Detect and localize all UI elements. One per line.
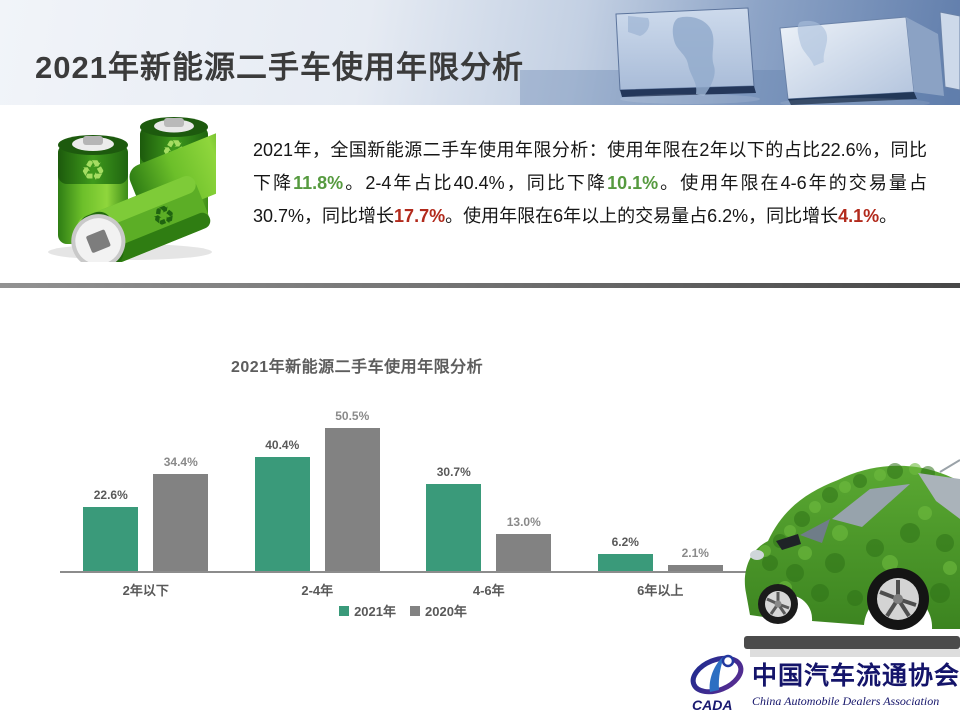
legend-swatch bbox=[410, 605, 420, 616]
cada-logo: CADA 中国汽车流通协会 China Automobile Dealers A… bbox=[688, 650, 959, 716]
intro-segment: 2021年，全国新能源二手车使用年限分析：使用年限在2年以下的占比22.6%，同… bbox=[253, 140, 927, 193]
header-cube-1 bbox=[615, 7, 756, 97]
chart-legend: 2021年 2020年 bbox=[60, 601, 746, 620]
bar-2020年: 2.1% bbox=[667, 546, 723, 571]
intro-paragraph: 2021年，全国新能源二手车使用年限分析：使用年限在2年以下的占比22.6%，同… bbox=[253, 134, 927, 233]
bar-2020年: 34.4% bbox=[153, 455, 209, 571]
legend-item: 2021年 bbox=[339, 601, 396, 620]
eco-car-image bbox=[744, 459, 960, 657]
car-rear-wheel bbox=[867, 568, 929, 630]
battery-lying: ♻ bbox=[71, 126, 216, 262]
car-headlight bbox=[750, 550, 764, 560]
cada-logo-en: China Automobile Dealers Association bbox=[752, 694, 940, 708]
intro-segment: 10.1% bbox=[607, 173, 659, 193]
header-cube-2 bbox=[779, 16, 944, 105]
bar-group: 22.6% 34.4% bbox=[60, 408, 232, 571]
car-roof-panel bbox=[918, 473, 960, 519]
car-antenna bbox=[939, 459, 960, 473]
bar-2021年: 30.7% bbox=[426, 465, 482, 571]
bar-value-label: 6.2% bbox=[611, 534, 639, 549]
legend-swatch bbox=[339, 605, 350, 616]
car-grass-texture bbox=[762, 463, 954, 606]
cada-logo-mark: CADA bbox=[690, 654, 744, 713]
bar-2020年: 13.0% bbox=[496, 515, 552, 571]
category-label: 6年以上 bbox=[637, 583, 684, 598]
bar-value-label: 30.7% bbox=[436, 465, 471, 480]
car-shadow bbox=[744, 636, 960, 649]
svg-text:♻: ♻ bbox=[80, 155, 105, 186]
intro-segment: 17.7% bbox=[394, 206, 446, 226]
bar-value-label: 22.6% bbox=[93, 488, 128, 502]
slide-header: 2021年新能源二手车使用年限分析 bbox=[0, 0, 960, 105]
car-front-wheel bbox=[758, 584, 798, 624]
category-label: 2-4年 bbox=[301, 583, 334, 598]
bar-2021年: 6.2% bbox=[597, 535, 653, 571]
intro-segment: 11.8% bbox=[293, 173, 344, 193]
bar-value-label: 50.5% bbox=[335, 409, 370, 424]
legend-label: 2021年 bbox=[354, 604, 396, 619]
section-divider bbox=[0, 283, 960, 288]
legend-item: 2020年 bbox=[410, 601, 467, 620]
bar-chart-plot: 22.6% 34.4% 40.4% 50.5% 30.7% 13.0% 6.2% 2.1% bbox=[60, 408, 746, 573]
chart-title: 2021年新能源二手车使用年限分析 bbox=[231, 359, 484, 376]
bar-2021年: 40.4% bbox=[254, 438, 310, 571]
header-cubes-graphic bbox=[520, 7, 960, 105]
bar-value-label: 40.4% bbox=[265, 437, 300, 452]
header-cube-3 bbox=[939, 11, 960, 91]
page-title: 2021年新能源二手车使用年限分析 bbox=[35, 50, 524, 85]
intro-segment: 。 bbox=[879, 206, 898, 226]
category-label: 4-6年 bbox=[472, 583, 505, 598]
intro-segment: 。使用年限在6年以上的交易量占6.2%，同比增长 bbox=[445, 206, 839, 226]
intro-segment: 。2-4年占比40.4%，同比下降 bbox=[343, 173, 608, 193]
bar-value-label: 2.1% bbox=[681, 546, 709, 561]
battery-image: ♻ ♻ ♻ bbox=[48, 117, 216, 262]
bar-group: 30.7% 13.0% bbox=[403, 408, 575, 571]
legend-label: 2020年 bbox=[425, 604, 467, 619]
car-mirror bbox=[776, 534, 801, 550]
bar-value-label: 13.0% bbox=[506, 515, 541, 530]
bar-value-label: 34.4% bbox=[163, 454, 198, 469]
intro-segment: 。使用年限在4-6年的交易量占30.7%，同比增长 bbox=[253, 173, 928, 226]
intro-segment: 4.1% bbox=[838, 206, 880, 226]
car-windshield bbox=[832, 484, 910, 527]
cada-logo-text: 中国汽车流通协会 China Automobile Dealers Associ… bbox=[746, 650, 960, 716]
cada-logo-cn: 中国汽车流通协会 bbox=[752, 663, 960, 690]
bar-2021年: 22.6% bbox=[83, 488, 139, 571]
bar-group: 40.4% 50.5% bbox=[232, 408, 404, 571]
bar-2020年: 50.5% bbox=[324, 409, 380, 571]
category-label: 2年以下 bbox=[122, 583, 169, 598]
cada-logo-swirl bbox=[709, 656, 724, 692]
category-row: 2年以下 2-4年 4-6年 6年以上 bbox=[60, 580, 746, 599]
bar-group: 6.2% 2.1% bbox=[575, 408, 747, 571]
car-side-window bbox=[800, 519, 830, 543]
cada-logo-acronym: CADA bbox=[692, 697, 732, 713]
